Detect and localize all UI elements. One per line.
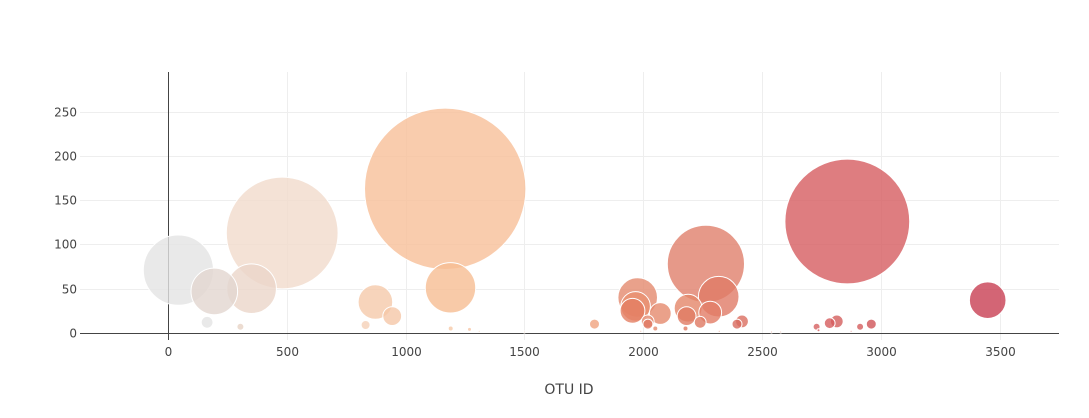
bubble-point[interactable] bbox=[467, 326, 472, 332]
x-tick-label: 1000 bbox=[391, 345, 422, 359]
x-tick-label: 0 bbox=[165, 345, 173, 359]
bubble-layer bbox=[142, 107, 1007, 334]
y-tick-label: 100 bbox=[54, 238, 77, 252]
bubble-point[interactable] bbox=[676, 306, 697, 327]
x-tick-label: 1500 bbox=[509, 345, 540, 359]
bubble-point[interactable] bbox=[360, 320, 371, 330]
bubble-point[interactable] bbox=[717, 329, 721, 333]
bubble-point[interactable] bbox=[619, 297, 646, 324]
bubble-point[interactable] bbox=[652, 325, 659, 332]
bubble-point[interactable] bbox=[447, 325, 454, 332]
bubble-point[interactable] bbox=[856, 322, 865, 331]
x-tick-label: 3000 bbox=[866, 345, 897, 359]
y-tick-label: 0 bbox=[69, 327, 77, 341]
bubble-point[interactable] bbox=[589, 318, 600, 330]
bubble-point[interactable] bbox=[236, 322, 245, 331]
bubble-point[interactable] bbox=[190, 267, 239, 316]
bubble-point[interactable] bbox=[849, 329, 853, 333]
bubble-point[interactable] bbox=[364, 107, 527, 270]
bubble-point[interactable] bbox=[424, 262, 477, 314]
y-tick-label: 200 bbox=[54, 150, 77, 164]
bubble-point[interactable] bbox=[639, 329, 643, 333]
bubble-point[interactable] bbox=[522, 330, 526, 334]
x-tick-label: 2500 bbox=[747, 345, 778, 359]
x-tick-label: 500 bbox=[276, 345, 299, 359]
bubble-point[interactable] bbox=[784, 158, 911, 285]
bubble-point[interactable] bbox=[816, 328, 821, 333]
y-tick-label: 50 bbox=[62, 283, 77, 297]
bubble-point[interactable] bbox=[200, 315, 214, 329]
bubble-point[interactable] bbox=[225, 176, 339, 290]
bubble-point[interactable] bbox=[823, 317, 836, 330]
bubble-point[interactable] bbox=[865, 318, 877, 330]
x-axis-title: OTU ID bbox=[544, 382, 593, 398]
bubble-point[interactable] bbox=[731, 318, 743, 330]
bubble-point[interactable] bbox=[770, 330, 773, 334]
bubble-point[interactable] bbox=[682, 325, 689, 332]
bubble-point[interactable] bbox=[382, 306, 403, 327]
bubble-point[interactable] bbox=[477, 329, 481, 333]
y-tick-label: 250 bbox=[54, 106, 77, 120]
y-tick-label: 150 bbox=[54, 194, 77, 208]
bubble-point[interactable] bbox=[779, 330, 783, 334]
bubble-point[interactable] bbox=[648, 302, 672, 325]
bubble-point[interactable] bbox=[968, 281, 1007, 320]
x-tick-label: 2000 bbox=[628, 345, 659, 359]
bubble-point[interactable] bbox=[642, 318, 654, 330]
x-tick-label: 3500 bbox=[985, 345, 1016, 359]
bubble-point[interactable] bbox=[693, 315, 707, 329]
